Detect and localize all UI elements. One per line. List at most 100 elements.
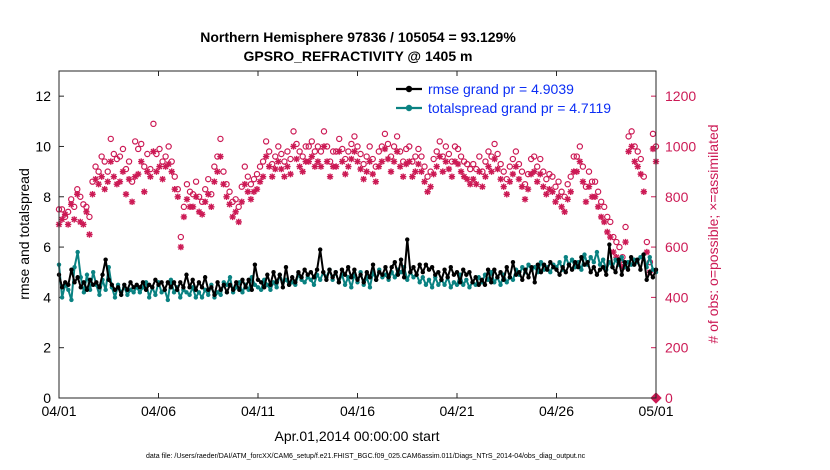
assimilated-point	[515, 175, 523, 183]
rmse-point	[389, 265, 394, 270]
rmse-point	[538, 270, 544, 275]
totalspread-point	[436, 282, 441, 288]
assimilated-point	[287, 170, 294, 178]
totalspread-point	[91, 270, 96, 275]
assimilated-point	[281, 173, 288, 180]
assimilated-point	[256, 178, 264, 185]
possible-point	[512, 148, 520, 155]
possible-point	[466, 165, 474, 173]
possible-point	[345, 148, 352, 155]
rmse-point	[597, 267, 603, 272]
totalspread-point	[271, 280, 276, 285]
rmse-point	[91, 282, 96, 288]
rmse-point	[321, 270, 326, 275]
possible-point	[320, 128, 328, 135]
assimilated-point	[582, 198, 590, 205]
rmse-series	[56, 237, 659, 298]
rmse-point	[193, 287, 199, 293]
assimilated-point	[454, 160, 462, 168]
possible-point	[393, 133, 401, 140]
rmse-point	[439, 277, 444, 282]
rmse-point	[280, 285, 286, 290]
possible-point	[613, 238, 620, 246]
totalspread-point	[59, 295, 65, 300]
totalspread-point	[464, 277, 469, 282]
x-tick-label: 05/01	[638, 403, 673, 419]
assimilated-point	[579, 178, 587, 185]
assimilated-point	[424, 188, 431, 195]
rmse-point	[283, 265, 289, 270]
rmse-point	[150, 285, 155, 290]
assimilated-point	[601, 218, 608, 226]
possible-point	[399, 158, 407, 165]
assimilated-point	[366, 158, 373, 165]
possible-point	[171, 173, 178, 180]
rmse-point	[470, 280, 475, 285]
possible-point	[244, 173, 252, 180]
possible-point	[287, 155, 294, 163]
rmse-point	[607, 242, 612, 247]
assimilated-point	[561, 208, 568, 216]
rmse-point	[576, 265, 581, 270]
possible-point	[570, 153, 577, 160]
possible-point	[262, 138, 270, 145]
assimilated-point	[555, 193, 562, 200]
possible-point	[634, 148, 641, 155]
rmse-point	[308, 270, 314, 275]
right-axis-ticks: 0 200 400 600 800 1000 1200	[651, 88, 696, 406]
rmse-point	[572, 259, 578, 265]
assimilated-point	[332, 163, 340, 170]
y-left-tick-label: 4	[43, 289, 51, 305]
rmse-point	[230, 287, 236, 293]
possible-point	[555, 178, 562, 185]
assimilated-point	[326, 173, 334, 180]
rmse-point	[234, 280, 239, 285]
possible-point	[631, 143, 638, 150]
possible-point	[122, 165, 130, 173]
assimilated-point	[174, 193, 181, 200]
rmse-point	[162, 287, 167, 293]
rmse-point	[529, 265, 534, 270]
possible-point	[439, 153, 446, 160]
rmse-point	[240, 277, 245, 282]
totalspread-point	[492, 280, 497, 285]
rmse-point	[84, 287, 90, 293]
possible-point	[418, 153, 425, 160]
assimilated-point	[247, 196, 255, 203]
assimilated-point	[463, 175, 471, 183]
rmse-point	[115, 285, 121, 290]
totalspread-point	[69, 297, 74, 303]
possible-point	[381, 130, 389, 138]
possible-point	[387, 153, 395, 160]
assimilated-point	[573, 168, 581, 175]
possible-point	[591, 178, 599, 185]
rmse-point	[265, 272, 270, 277]
totalspread-point	[619, 254, 624, 260]
assimilated-point	[372, 178, 379, 185]
assimilated-point	[195, 208, 203, 216]
assimilated-point	[351, 148, 358, 155]
totalspread-point	[498, 282, 503, 288]
assimilated-point	[625, 148, 632, 155]
possible-point	[83, 203, 90, 211]
assimilated-point	[339, 158, 346, 165]
rmse-point	[544, 267, 550, 272]
possible-point	[95, 168, 102, 175]
assimilated-point	[317, 163, 325, 170]
totalspread-point	[274, 285, 279, 290]
totalspread-point	[451, 280, 457, 285]
totalspread-point	[423, 282, 429, 288]
rmse-point	[405, 237, 410, 242]
rmse-point	[290, 275, 295, 280]
assimilated-point	[153, 168, 160, 175]
rmse-point	[146, 282, 152, 288]
legend: rmse grand pr = 4.9039 totalspread grand…	[396, 81, 611, 116]
rmse-point	[594, 272, 600, 277]
assimilated-point	[363, 168, 370, 175]
totalspread-point	[171, 290, 177, 295]
possible-point	[217, 135, 224, 143]
assimilated-point	[506, 178, 513, 185]
rmse-point	[482, 282, 488, 288]
rmse-point	[59, 285, 65, 290]
possible-point	[159, 158, 166, 165]
